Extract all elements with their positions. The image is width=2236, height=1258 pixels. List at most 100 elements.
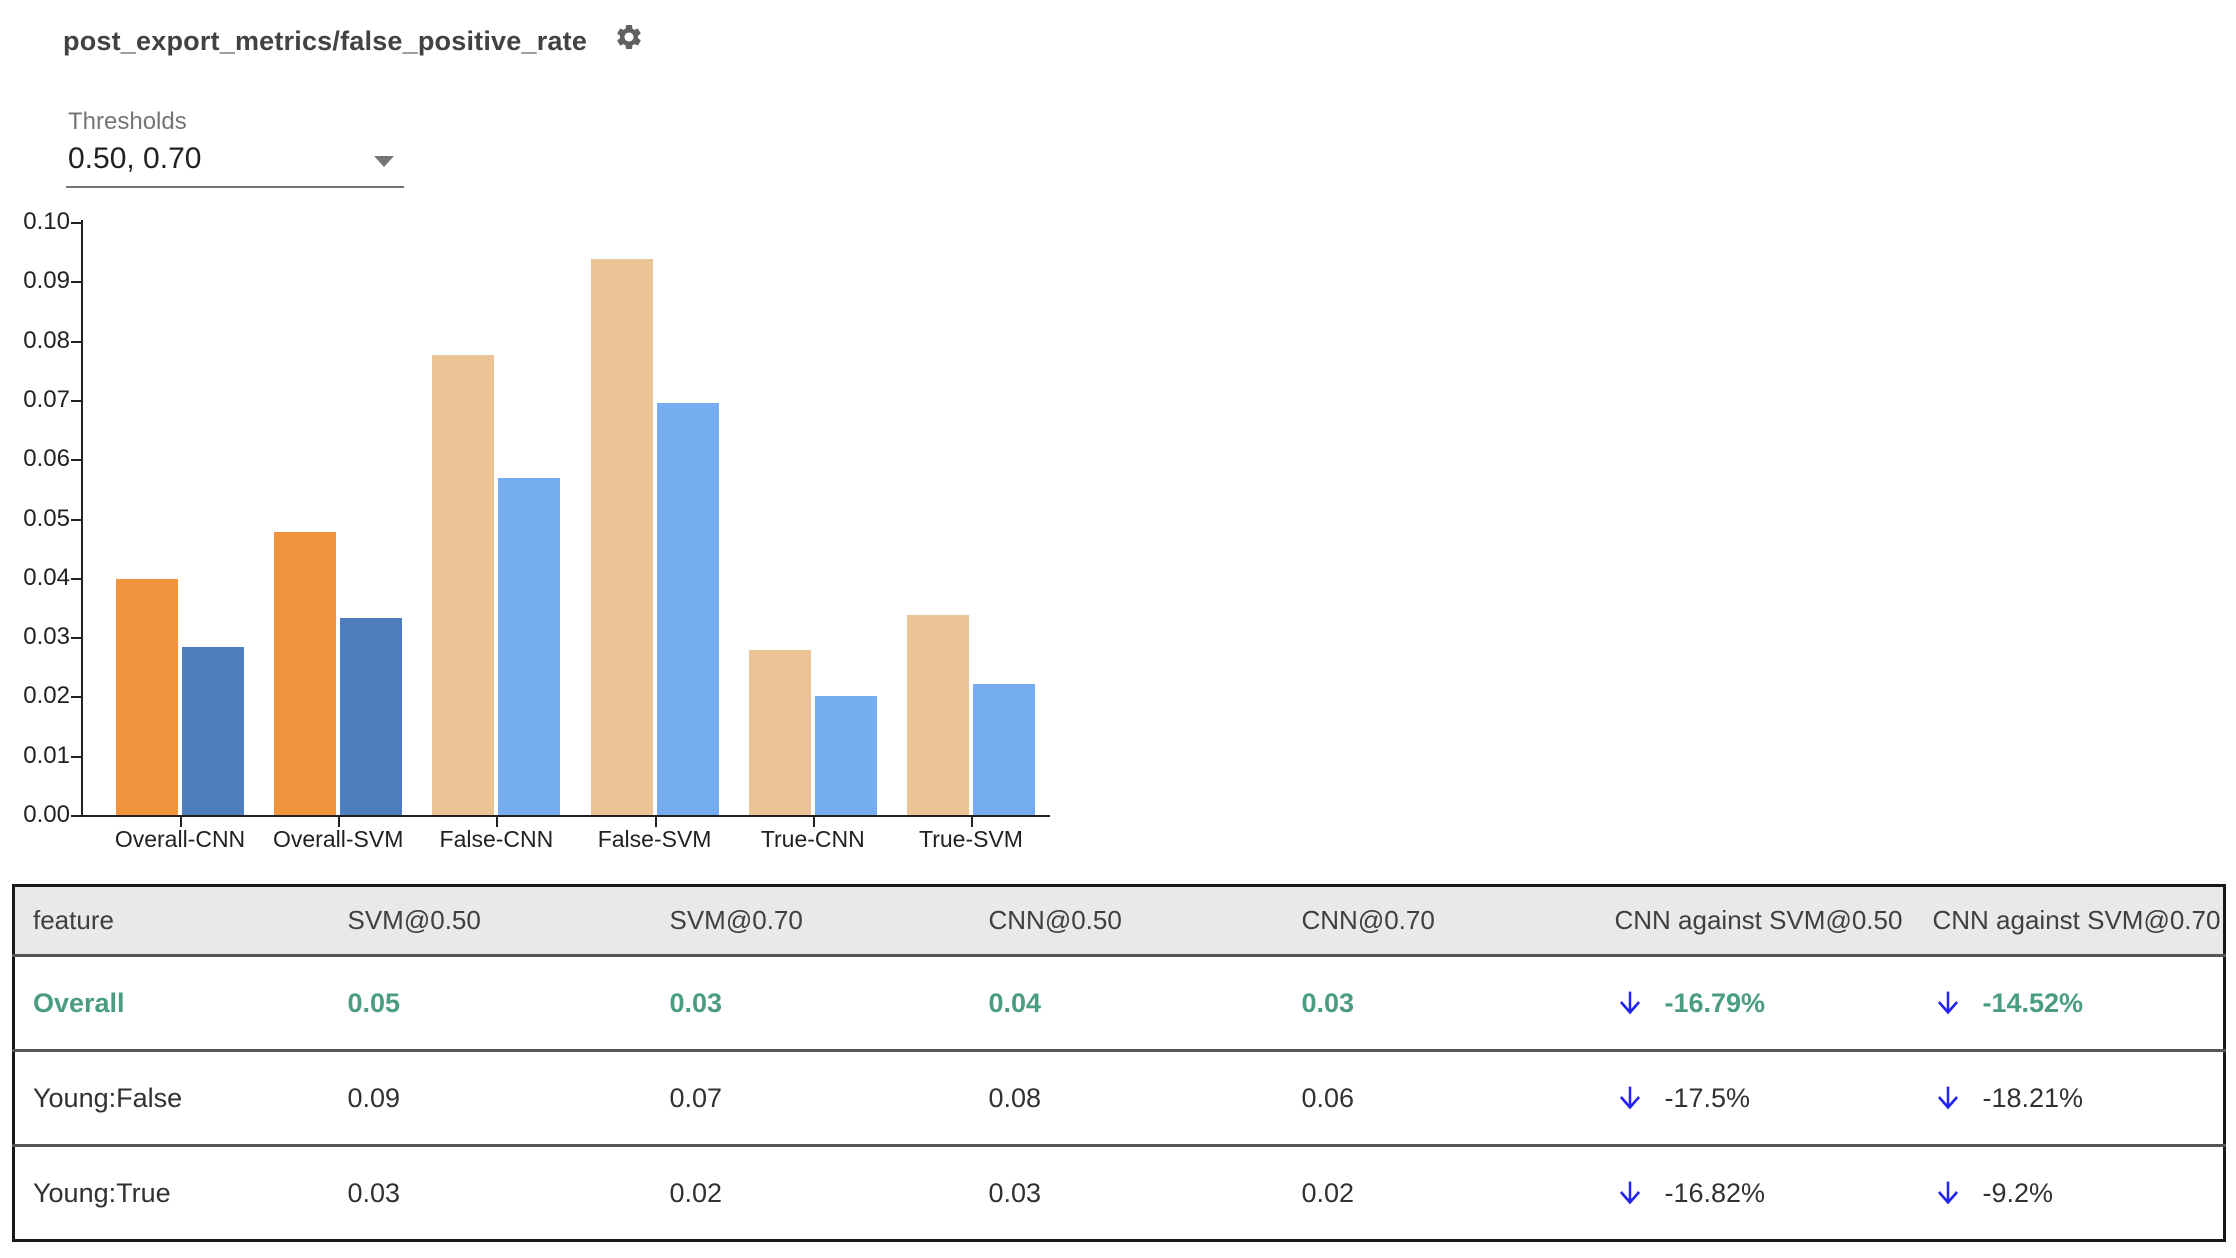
false-positive-rate-bar-chart: 0.00 0.01 0.02 0.03 0.04 0.05 0.06 0.07 0.08 0.09… — [0, 0, 1120, 880]
table-row-young-true: Young:True 0.03 0.02 0.03 0.02 -16.82% -9.2% — [13, 1145, 2225, 1241]
y-axis-tick — [71, 518, 81, 521]
metric-value-cell: 0.05 — [347, 987, 401, 1018]
y-axis-tick — [71, 340, 81, 343]
y-axis-tick-label: 0.08 — [23, 326, 70, 354]
arrow-down-icon — [1937, 1086, 1958, 1110]
y-axis-tick-label: 0.06 — [23, 445, 70, 473]
thresholds-label: Thresholds — [68, 108, 187, 135]
comparison-down: -16.79% — [1615, 986, 1915, 1020]
x-axis-category-label: True-SVM — [919, 826, 1023, 852]
metric-value-cell: 0.04 — [988, 987, 1042, 1018]
metric-value-cell: 0.06 — [1301, 1082, 1355, 1113]
y-axis-tick-label: 0.10 — [23, 208, 70, 235]
x-axis-tick — [180, 817, 182, 827]
metric-value-cell: 0.02 — [1301, 1177, 1355, 1208]
bar-True-SVM-threshold-0.50[interactable] — [907, 615, 969, 815]
comparison-cell: -14.52% — [1915, 956, 2225, 1051]
feature-cell: Overall — [33, 987, 125, 1018]
table-row-young-false: Young:False 0.09 0.07 0.08 0.06 -17.5% -18.21% — [13, 1050, 2225, 1146]
bar-False-SVM-threshold-0.70[interactable] — [656, 402, 719, 815]
bar-Overall-CNN-threshold-0.50[interactable] — [116, 578, 178, 815]
y-axis-tick-label: 0.07 — [23, 385, 70, 413]
comparison-percentage: -9.2% — [1982, 1177, 2054, 1208]
arrow-down-icon — [1937, 1181, 1958, 1205]
column-header-CNN-against-SVM-0-50: CNN against SVM@0.50 — [1614, 905, 1903, 935]
x-axis-tick — [971, 817, 973, 827]
column-header-CNN-0-70: CNN@0.70 — [1301, 905, 1435, 935]
x-axis-tick — [496, 817, 499, 827]
y-axis-tick — [71, 696, 81, 699]
chevron-down-icon — [374, 156, 394, 167]
feature-cell: Young:False — [33, 1082, 183, 1113]
bar-True-SVM-threshold-0.70[interactable] — [973, 683, 1035, 815]
bar-Overall-CNN-threshold-0.70[interactable] — [182, 647, 244, 815]
metrics-table: feature SVM@0.50 SVM@0.70 CNN@0.50 CNN@0.70 C… — [12, 884, 2226, 1242]
table-row-overall: Overall 0.05 0.03 0.04 0.03 -16.79% -14.52% — [13, 955, 2225, 1051]
y-axis-tick-label: 0.05 — [23, 504, 70, 532]
x-axis-category-label: False-SVM — [597, 826, 712, 852]
bar-False-CNN-threshold-0.50[interactable] — [432, 355, 495, 815]
metric-value-cell: 0.03 — [347, 1177, 401, 1208]
y-axis-tick-label: 0.01 — [23, 741, 70, 769]
thresholds-selected-value: 0.50, 0.70 — [68, 142, 202, 175]
comparison-percentage: -18.21% — [1982, 1082, 2084, 1113]
comparison-down: -16.82% — [1615, 1176, 1915, 1210]
x-axis-tick — [338, 817, 341, 827]
metric-value-cell: 0.03 — [669, 987, 723, 1018]
x-axis-tick — [812, 817, 815, 827]
y-axis-tick-label: 0.00 — [23, 801, 70, 828]
y-axis-tick-label: 0.03 — [23, 623, 70, 651]
arrow-down-icon — [1619, 1181, 1640, 1205]
comparison-cell: -16.82% — [1597, 1146, 1915, 1241]
metric-value-cell: 0.03 — [1301, 987, 1355, 1018]
thresholds-select[interactable]: 0.50, 0.70 — [66, 138, 404, 188]
comparison-percentage: -16.82% — [1664, 1177, 1766, 1208]
comparison-cell: -16.79% — [1597, 956, 1915, 1051]
y-axis-tick-label: 0.09 — [23, 267, 70, 295]
y-axis-tick-label: 0.02 — [23, 682, 70, 710]
arrow-down-icon — [1619, 991, 1640, 1015]
comparison-cell: -18.21% — [1915, 1051, 2225, 1146]
table-header: feature SVM@0.50 SVM@0.70 CNN@0.50 CNN@0.70 C… — [13, 885, 2225, 956]
metric-value-cell: 0.09 — [347, 1082, 401, 1113]
x-axis-category-label: True-CNN — [760, 826, 865, 852]
comparison-down: -18.21% — [1933, 1081, 2224, 1115]
column-header-feature: feature — [33, 905, 114, 935]
bar-Overall-SVM-threshold-0.50[interactable] — [274, 531, 337, 815]
page-title: post_export_metrics/false_positive_rate — [63, 26, 588, 56]
x-axis-category-label: False-CNN — [439, 826, 554, 852]
metric-value-cell: 0.07 — [669, 1082, 723, 1113]
metric-value-cell: 0.02 — [669, 1177, 723, 1208]
bar-Overall-SVM-threshold-0.70[interactable] — [340, 617, 403, 815]
y-axis-tick-label: 0.04 — [23, 563, 70, 591]
arrow-down-icon — [1619, 1086, 1640, 1110]
table-header-row: feature SVM@0.50 SVM@0.70 CNN@0.50 CNN@0.70 C… — [13, 885, 2225, 956]
y-axis-tick — [71, 281, 81, 284]
comparison-down: -17.5% — [1615, 1081, 1915, 1115]
y-axis-tick — [71, 459, 81, 462]
y-axis-tick — [71, 755, 81, 758]
comparison-percentage: -16.79% — [1664, 987, 1766, 1018]
column-header-SVM-0-70: SVM@0.70 — [669, 905, 803, 935]
y-axis-tick — [71, 637, 81, 640]
column-header-CNN-against-SVM-0-70: CNN against SVM@0.70 — [1932, 905, 2221, 935]
comparison-cell: -17.5% — [1597, 1051, 1915, 1146]
settings-gear-icon[interactable] — [614, 22, 644, 52]
x-axis-category-label: Overall-SVM — [273, 826, 404, 852]
column-header-SVM-0-50: SVM@0.50 — [347, 905, 481, 935]
y-axis-tick — [71, 399, 81, 402]
y-axis-line — [81, 220, 83, 817]
bar-False-SVM-threshold-0.50[interactable] — [590, 259, 653, 815]
bar-True-CNN-threshold-0.50[interactable] — [748, 649, 811, 815]
x-axis-line — [81, 815, 1051, 817]
x-axis-category-label: Overall-CNN — [114, 826, 246, 852]
metric-value-cell: 0.08 — [988, 1082, 1042, 1113]
y-axis-tick — [71, 577, 81, 580]
feature-cell: Young:True — [33, 1177, 171, 1208]
arrow-down-icon — [1937, 991, 1958, 1015]
bar-False-CNN-threshold-0.70[interactable] — [498, 477, 561, 815]
bar-True-CNN-threshold-0.70[interactable] — [814, 695, 877, 815]
comparison-percentage: -14.52% — [1982, 987, 2084, 1018]
comparison-percentage: -17.5% — [1664, 1082, 1751, 1113]
